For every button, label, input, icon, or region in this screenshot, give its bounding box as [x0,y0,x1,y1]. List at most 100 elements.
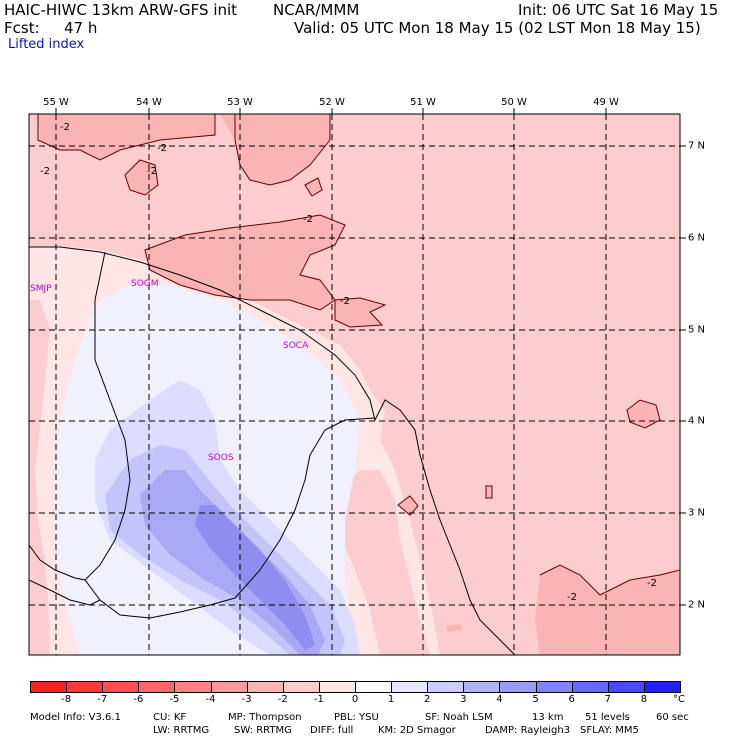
footer-item: LW: RRTMG [153,725,210,736]
shade-positive-4 [195,505,315,650]
contour-label: -2 [157,143,167,154]
shade-minus3-cell [335,298,385,327]
center-title: NCAR/MMM [273,1,360,19]
shade-west-pink [29,300,50,655]
colorbar-tick: -7 [97,694,108,705]
contour-label: -2 [340,296,350,307]
contour-line [626,399,661,429]
shade-minus3-cell [535,565,680,655]
footer-item: 13 km [532,712,564,723]
forecast-label: Fcst: [4,19,40,37]
station-label: SOCA [283,341,309,351]
colorbar-tick: 2 [424,694,431,705]
lon-label: 54 W [136,97,162,108]
lon-label: 52 W [319,97,345,108]
colorbar-cell [607,681,645,693]
shade-minus3-cell [145,215,345,310]
shade-minus3-cell [125,160,158,195]
footer-item: MP: Thompson [228,712,302,723]
footer-item: SW: RRTMG [234,725,292,736]
field-name: Lifted index [8,37,85,52]
footer-item: DAMP: Rayleigh3 [485,725,571,736]
contour-label: -2 [647,578,657,589]
map-frame [28,113,681,656]
colorbar-tick: 6 [568,694,575,705]
colorbar-cell [318,681,356,693]
colorbar-cell [282,681,320,693]
colorbar-tick: -8 [61,694,72,705]
colorbar-cell [355,681,393,693]
init-time: Init: 06 UTC Sat 16 May 15 [518,1,719,19]
station-label: SOOS [208,453,234,463]
colorbar-tick: 1 [387,694,395,705]
footer-item: KM: 2D Smagor [378,725,456,736]
colorbar-cell [102,681,140,693]
colorbar-unit: °C [673,694,685,705]
footer-item: PBL: YSU [334,712,379,723]
lat-label: 7 N [688,140,706,152]
colorbar-tick: 0 [351,694,359,705]
model-title: HAIC-HIWC 13km ARW-GFS init [4,1,238,19]
colorbar-cell [66,681,104,693]
forecast-hour: 47 h [64,19,98,37]
footer-item: SFLAY: MM5 [580,725,639,736]
contour-line [334,297,387,328]
footer-item: 51 levels [585,712,630,723]
colorbar-cell [499,681,537,693]
contour-line [37,114,216,161]
colorbar-tick: -5 [169,694,180,705]
shade-minus3-cell [446,624,462,632]
lat-label: 2 N [688,599,706,611]
colorbar-cell [246,681,284,693]
colorbar-cell [30,681,68,693]
footer-item: 60 sec [656,712,689,723]
lat-label: 5 N [688,324,706,336]
shade-minus3-cell [486,486,492,498]
contour-label: -2 [60,122,70,133]
contour-label: -2 [40,166,50,177]
colorbar-cell [643,681,681,693]
colorbar-tick: -3 [241,694,252,705]
border-line [29,579,101,606]
colorbar-cell [138,681,176,693]
colorbar-tick: -6 [133,694,144,705]
contour-line [304,177,323,197]
lat-label: 3 N [688,507,706,519]
lon-label: 49 W [593,97,619,108]
lon-label: 50 W [501,97,527,108]
colorbar-cell [535,681,573,693]
shade-south-pink [330,470,430,655]
colorbar-tick: 3 [460,694,467,705]
contour-label: -2 [303,214,313,225]
contour-line [144,214,346,311]
colorbar-tick: 8 [640,694,648,705]
footer-item: Model Info: V3.6.1 [30,712,121,723]
colorbar-cell [391,681,429,693]
lon-label: 55 W [43,97,69,108]
contour-line [397,495,419,516]
footer-item: SF: Noah LSM [425,712,493,723]
coastline [29,246,516,655]
colorbar-cell [427,681,465,693]
contour-line [124,159,159,196]
lon-label: 51 W [410,97,436,108]
colorbar-tick: -4 [205,694,216,705]
colorbar-tick: 5 [532,694,539,705]
station-label: SMJP [30,284,52,294]
contour-line [539,564,680,596]
footer-item: DIFF: full [310,725,354,736]
contour-label: -2 [147,166,157,177]
shade-minus3-cell [220,114,330,185]
contour-line [485,485,493,499]
colorbar-cell [210,681,248,693]
colorbar-cell [463,681,501,693]
footer-item: CU: KF [153,712,187,723]
lat-label: 6 N [688,232,706,244]
colorbar-tick: -1 [313,694,324,705]
colorbar-tick: 7 [604,694,611,705]
colorbar-tick: -2 [277,694,288,705]
colorbar-cell [571,681,609,693]
lat-label: 4 N [688,415,706,427]
shade-minus3-cell [38,114,215,160]
